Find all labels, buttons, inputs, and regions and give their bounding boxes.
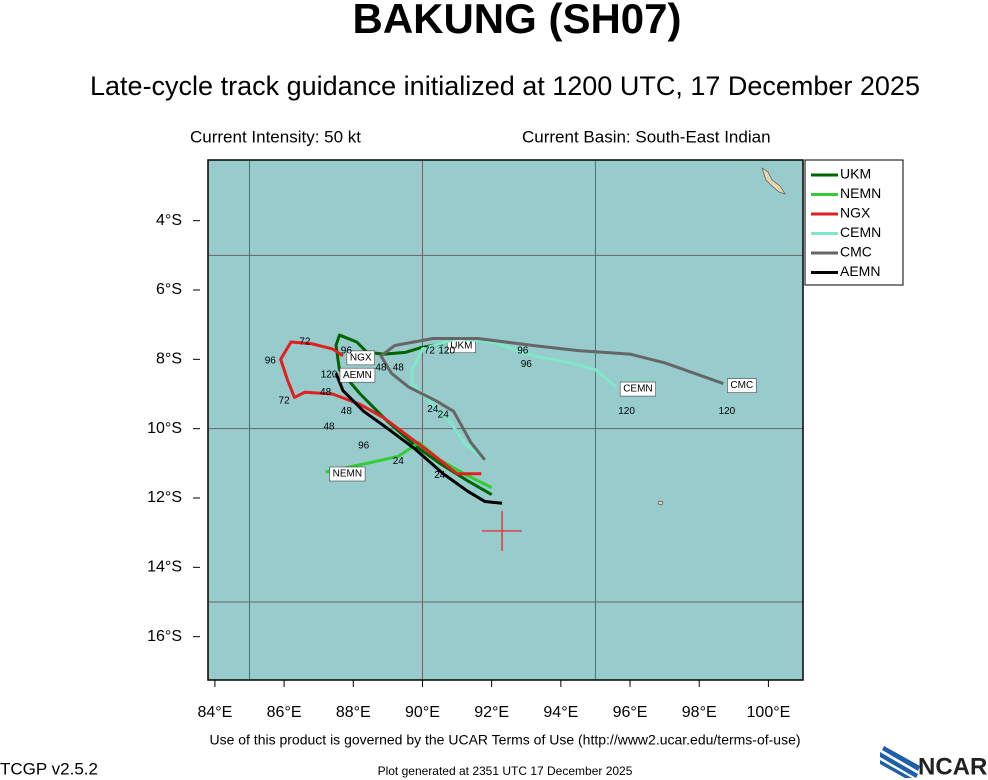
basin-label: Current Basin: South-East Indian (522, 127, 771, 146)
legend-label: AEMN (840, 263, 880, 279)
legend-label: NGX (840, 205, 871, 221)
track-end-text: UKM (450, 340, 472, 351)
legend-label: NEMN (840, 185, 881, 201)
hour-label: 48 (375, 363, 387, 374)
track-line (410, 337, 618, 462)
hour-label: 96 (517, 345, 529, 356)
track-end-label: CMC (727, 378, 757, 393)
track-end-box (339, 367, 376, 383)
current-position (482, 510, 523, 551)
hour-label: 72 (279, 396, 291, 407)
chart-subtitle: Late-cycle track guidance initialized at… (90, 71, 920, 101)
hour-label: 96 (358, 441, 370, 452)
x-tick-label: 92°E (474, 704, 509, 721)
hour-label: 48 (393, 363, 405, 374)
track-end-label: AEMN (339, 367, 376, 383)
track-end-text: AEMN (343, 370, 372, 381)
y-tick-label: 6°S (156, 281, 182, 298)
plot-frame (207, 159, 804, 681)
hour-label: 120 (438, 345, 455, 356)
hour-label: 48 (324, 422, 336, 433)
y-tick-label: 14°S (147, 559, 182, 576)
x-tick-label: 94°E (543, 704, 578, 721)
track-end-text: CMC (730, 380, 753, 391)
footer: Use of this product is governed by the U… (209, 732, 800, 748)
y-tick-label: 10°S (147, 420, 182, 437)
x-tick-label: 84°E (197, 704, 232, 721)
hour-label: 96 (265, 356, 277, 367)
hour-label: 120 (618, 406, 635, 417)
version: TCGP v2.5.2 (0, 759, 98, 778)
hour-label: 120 (321, 370, 338, 381)
track-end-label: NGX (346, 350, 375, 366)
track-end-box (727, 378, 757, 393)
legend-label: UKM (840, 166, 871, 182)
x-tick-label: 98°E (682, 704, 717, 721)
hour-label: 24 (427, 404, 439, 415)
x-tick-label: 86°E (267, 704, 302, 721)
logo-text: NCAR (918, 753, 987, 780)
y-tick-label: 12°S (147, 489, 182, 506)
hour-label: 72 (424, 345, 436, 356)
legend-box (804, 159, 904, 286)
plot-background (208, 160, 803, 680)
hour-label: 72 (299, 337, 311, 348)
hour-label: 48 (320, 387, 332, 398)
logo-mark (880, 746, 920, 778)
legend-label: CEMN (840, 224, 881, 240)
track-end-text: NEMN (333, 469, 362, 480)
y-tick-label: 8°S (156, 351, 182, 368)
x-tick-label: 100°E (747, 704, 791, 721)
y-tick-label: 16°S (147, 628, 182, 645)
x-tick-label: 88°E (336, 704, 371, 721)
track-end-label: CEMN (619, 381, 656, 397)
track-end-text: CEMN (623, 384, 652, 395)
track-end-label: NEMN (329, 466, 366, 482)
x-tick-label: 96°E (613, 704, 648, 721)
hour-label: 24 (434, 470, 446, 481)
track-line (279, 340, 482, 476)
logo: NCAR (880, 746, 987, 780)
y-tick-label: 4°S (156, 212, 182, 229)
track-end-box (329, 466, 366, 482)
track-line (334, 333, 493, 496)
generated: Plot generated at 2351 UTC 17 December 2… (378, 764, 633, 778)
track-line (334, 372, 503, 505)
hour-label: 48 (341, 406, 353, 417)
track-end-box (619, 381, 656, 397)
island (657, 500, 664, 506)
legend-label: CMC (840, 244, 872, 260)
hour-label: 24 (438, 409, 450, 420)
chart-title: BAKUNG (SH07) (352, 0, 681, 42)
hour-label: 96 (341, 345, 353, 356)
track-end-text: NGX (350, 353, 372, 364)
track-line (379, 337, 724, 461)
hour-label: 24 (393, 456, 405, 467)
hour-label: 96 (521, 359, 533, 370)
hour-label: 120 (719, 406, 736, 417)
intensity-label: Current Intensity: 50 kt (190, 127, 361, 146)
coastline (761, 167, 786, 195)
x-tick-label: 90°E (405, 704, 440, 721)
track-end-box (346, 350, 375, 366)
